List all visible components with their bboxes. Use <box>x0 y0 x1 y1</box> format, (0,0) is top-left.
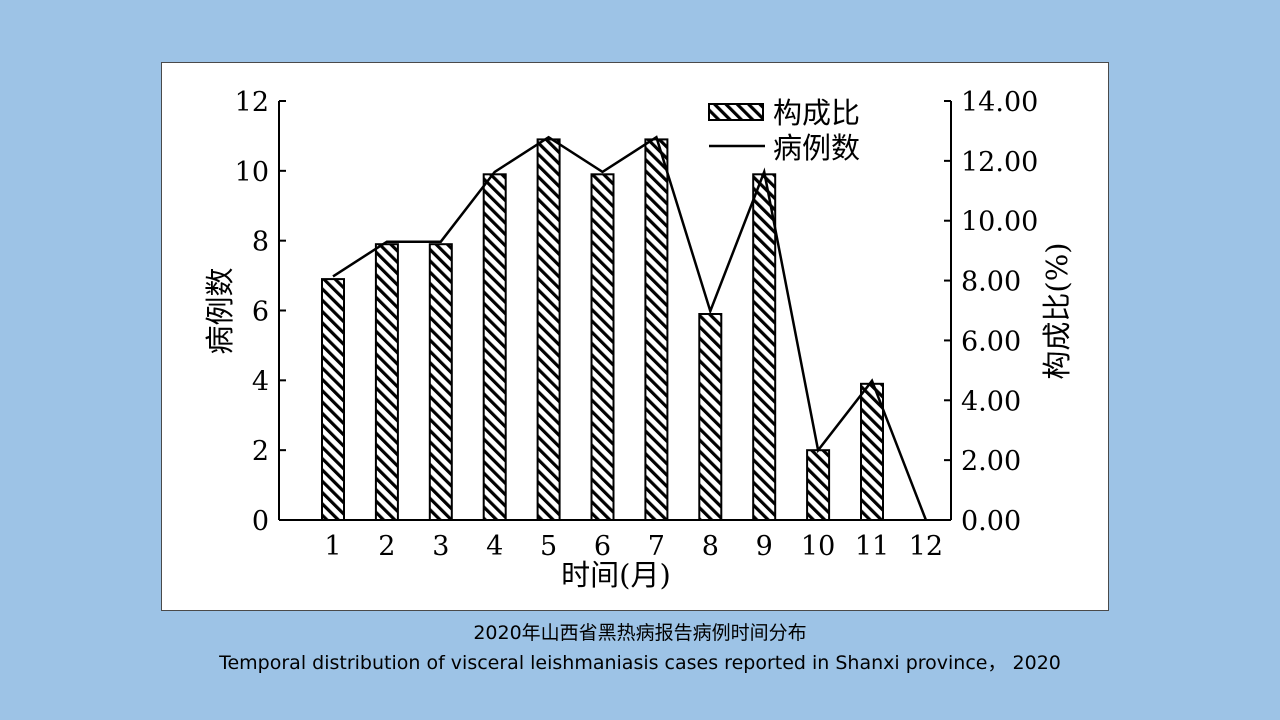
line-layer <box>332 135 928 521</box>
y-left-tick-label: 10 <box>235 157 269 188</box>
y-right-tick-label: 2.00 <box>961 446 1021 477</box>
y-left-tick-label: 0 <box>252 506 269 537</box>
legend-bar-swatch <box>708 103 764 121</box>
y-right-tick-label: 0.00 <box>961 506 1021 537</box>
bar-month-10 <box>806 449 831 522</box>
y-right-tick-label: 4.00 <box>961 386 1021 417</box>
y-left-tick-label: 2 <box>252 436 269 467</box>
chart-panel: 0 2 4 6 8 10 12 0.00 2.00 4.00 6.00 8.00 10.00 12.00 1… <box>161 62 1109 611</box>
chart: 0246810120.002.004.006.008.0010.0012.001… <box>203 87 1074 592</box>
bar-month-4 <box>482 173 507 522</box>
x-tick-label-8: 8 <box>702 531 719 562</box>
y-left-tick-label: 4 <box>252 366 269 397</box>
legend-bar-label: 构成比 <box>773 96 860 130</box>
y-axis-right-title: 构成比(%) <box>1040 242 1074 379</box>
bar-month-9 <box>752 173 777 522</box>
bar-month-1 <box>321 278 345 521</box>
x-tick-label-4: 4 <box>486 531 503 562</box>
y-axis-left-title: 病例数 <box>203 267 237 354</box>
bar-month-7 <box>644 138 669 522</box>
x-tick-label-12: 12 <box>909 531 943 562</box>
x-axis-title: 时间(月) <box>561 558 671 592</box>
x-tick-label-2: 2 <box>378 531 395 562</box>
y-left-tick-label: 12 <box>235 87 269 118</box>
x-tick-label-1: 1 <box>324 531 341 562</box>
y-right-tick-label: 8.00 <box>961 267 1021 298</box>
x-tick-label-7: 7 <box>648 531 665 562</box>
series-line-病例数 <box>332 135 928 521</box>
figure-caption-english: Temporal distribution of visceral leishm… <box>219 652 1061 674</box>
ticks-layer: 0246810120.002.004.006.008.0010.0012.001… <box>235 87 1039 562</box>
y-right-tick-label: 12.00 <box>961 147 1038 178</box>
y-left-tick-label: 6 <box>252 297 269 328</box>
x-tick-label-6: 6 <box>594 531 611 562</box>
y-right-tick-label: 10.00 <box>961 207 1038 238</box>
legend: 构成比 病例数 <box>708 96 860 165</box>
x-tick-label-9: 9 <box>756 531 773 562</box>
bar-month-3 <box>428 243 453 521</box>
y-left-tick-label: 8 <box>252 227 269 258</box>
bars-layer <box>321 138 884 522</box>
bar-month-8 <box>698 313 723 521</box>
x-tick-label-5: 5 <box>540 531 557 562</box>
y-right-tick-label: 6.00 <box>961 326 1021 357</box>
figure-caption-chinese: 2020年山西省黑热病报告病例时间分布 <box>473 622 807 644</box>
bar-month-6 <box>590 173 615 522</box>
bar-month-2 <box>374 243 399 521</box>
bar-month-11 <box>860 382 884 521</box>
x-tick-label-3: 3 <box>432 531 449 562</box>
legend-line-label: 病例数 <box>773 131 860 165</box>
x-tick-label-10: 10 <box>801 531 835 562</box>
y-right-tick-label: 14.00 <box>961 87 1038 118</box>
x-tick-label-11: 11 <box>855 531 889 562</box>
bar-month-5 <box>536 138 561 522</box>
